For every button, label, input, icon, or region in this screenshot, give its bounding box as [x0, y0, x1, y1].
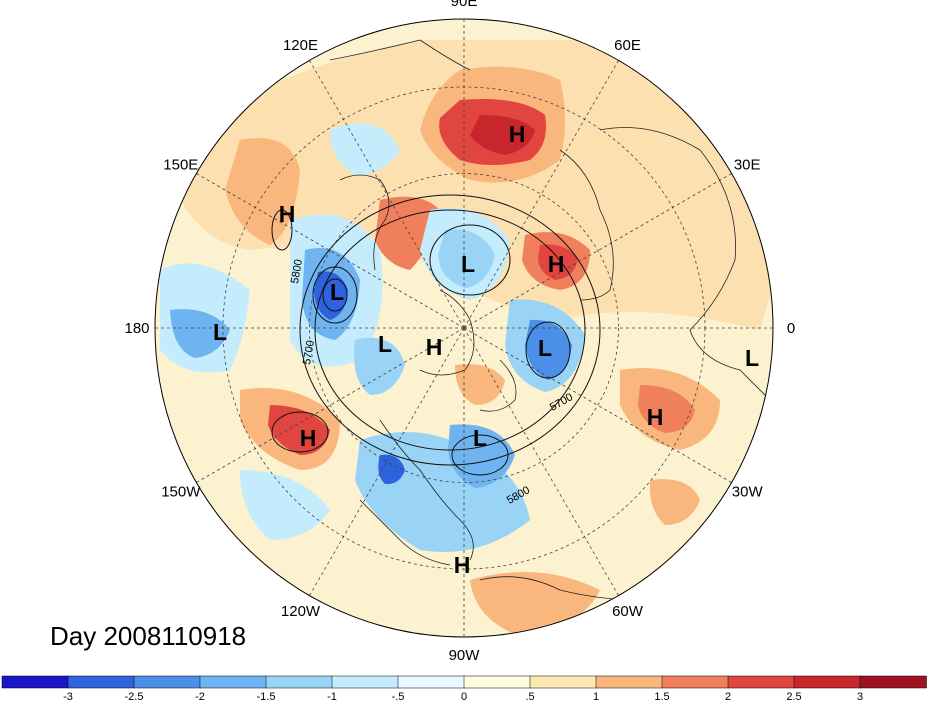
high-pressure-marker: H [300, 425, 317, 451]
anomaly-region [268, 405, 330, 455]
anomaly-region [170, 309, 230, 358]
coastline [379, 419, 474, 561]
longitude-label: 150W [161, 484, 201, 501]
colorbar-swatch [331, 675, 399, 689]
anomaly-region [525, 319, 572, 380]
high-pressure-marker: H [454, 552, 471, 578]
high-pressure-marker: H [509, 121, 526, 147]
colorbar-tick-label: 1.5 [654, 691, 669, 702]
colorbar-swatch [859, 675, 927, 689]
anomaly-region [470, 115, 535, 155]
low-pressure-marker: L [378, 331, 392, 357]
low-pressure-marker: L [538, 335, 552, 361]
colorbar-swatch [1, 675, 69, 689]
longitude-label: 60W [612, 603, 644, 620]
colorbar: -3 -2.5 -2 -1.5 -1 -.5 0 .5 1 1.5 2 2.5 3 [1, 675, 927, 702]
longitude-label: 90E [451, 0, 478, 10]
high-pressure-marker: H [647, 404, 664, 430]
colorbar-swatch [661, 675, 729, 689]
colorbar-swatch [463, 675, 531, 689]
longitude-label: 90W [449, 647, 481, 664]
coastline [419, 289, 475, 376]
height-contour [322, 278, 348, 312]
low-pressure-marker: L [745, 345, 759, 371]
colorbar-swatch [199, 675, 267, 689]
colorbar-tick-label: 2.5 [786, 691, 801, 702]
anomaly-region [314, 271, 348, 320]
colorbar-tick-label: 1 [593, 691, 599, 702]
pressure-center-layer: H H L H L L L H L L H H L H [213, 121, 759, 578]
colorbar-tick-label: -1.5 [257, 691, 276, 702]
colorbar-tick-label: -3 [63, 691, 73, 702]
day-label: Day 2008110918 [50, 621, 246, 651]
colorbar-tick-label: -2 [195, 691, 205, 702]
colorbar-swatch [133, 675, 201, 689]
colorbar-swatch [595, 675, 663, 689]
map-border [154, 18, 774, 638]
colorbar-tick-label: -2.5 [125, 691, 144, 702]
coastline [329, 39, 471, 71]
anomaly-region [638, 385, 695, 433]
longitude-label: 60E [614, 37, 641, 54]
anomaly-region [354, 337, 405, 395]
height-contour [299, 194, 601, 466]
colorbar-tick-label: -1 [327, 691, 337, 702]
height-contour [271, 209, 293, 251]
height-contour [451, 434, 509, 476]
colorbar-tick-label: 3 [857, 691, 863, 702]
anomaly-region [240, 470, 330, 540]
longitude-label: 120E [283, 37, 318, 54]
anomaly-region [330, 123, 400, 175]
height-contour [314, 209, 586, 451]
graticule-layer [155, 19, 773, 637]
contour-value-label: 5800 [289, 258, 305, 284]
colorbar-swatch [67, 675, 135, 689]
anomaly-region [649, 479, 700, 525]
coastline [559, 149, 614, 301]
high-pressure-marker: H [279, 201, 296, 227]
height-contour [429, 224, 511, 296]
high-pressure-marker: H [426, 334, 443, 360]
colorbar-tick-label: 2 [725, 691, 731, 702]
map-disc [154, 18, 774, 638]
colorbar-swatch [727, 675, 795, 689]
latitude-circle [309, 173, 619, 483]
low-pressure-marker: L [473, 425, 487, 451]
coastline [339, 174, 390, 271]
longitude-label: 0 [787, 320, 795, 337]
low-pressure-marker: L [213, 319, 227, 345]
high-pressure-marker: H [548, 251, 565, 277]
height-contour [271, 411, 329, 453]
colorbar-tick-label: .5 [525, 691, 534, 702]
anomaly-region [378, 454, 405, 485]
colorbar-tick-label: -.5 [392, 691, 405, 702]
longitude-label-layer: 90E 60E 30E 0 30W 60W 90W 120W 150W 180 150E 120E [124, 0, 795, 664]
coastline [599, 127, 771, 401]
longitude-label: 150E [163, 157, 198, 174]
anomaly-region [438, 229, 495, 288]
coastline-layer [329, 39, 771, 601]
longitude-label: 180 [124, 320, 149, 337]
longitude-label: 120W [281, 603, 321, 620]
height-contour [525, 321, 571, 379]
colorbar-swatch [793, 675, 861, 689]
coastline [479, 359, 517, 412]
anomaly-region [225, 138, 300, 245]
colorbar-swatch [397, 675, 465, 689]
colorbar-swatch [529, 675, 597, 689]
coastline [359, 499, 451, 566]
height-contour-layer [271, 194, 601, 476]
longitude-label: 30E [734, 157, 761, 174]
longitude-label: 30W [732, 484, 764, 501]
anomaly-region [160, 40, 773, 330]
colorbar-tick-label: 0 [461, 691, 467, 702]
colorbar-swatch [265, 675, 333, 689]
contour-value-label: 5700 [301, 339, 317, 365]
low-pressure-marker: L [330, 279, 344, 305]
anomaly-region [455, 364, 505, 405]
low-pressure-marker: L [461, 251, 475, 277]
